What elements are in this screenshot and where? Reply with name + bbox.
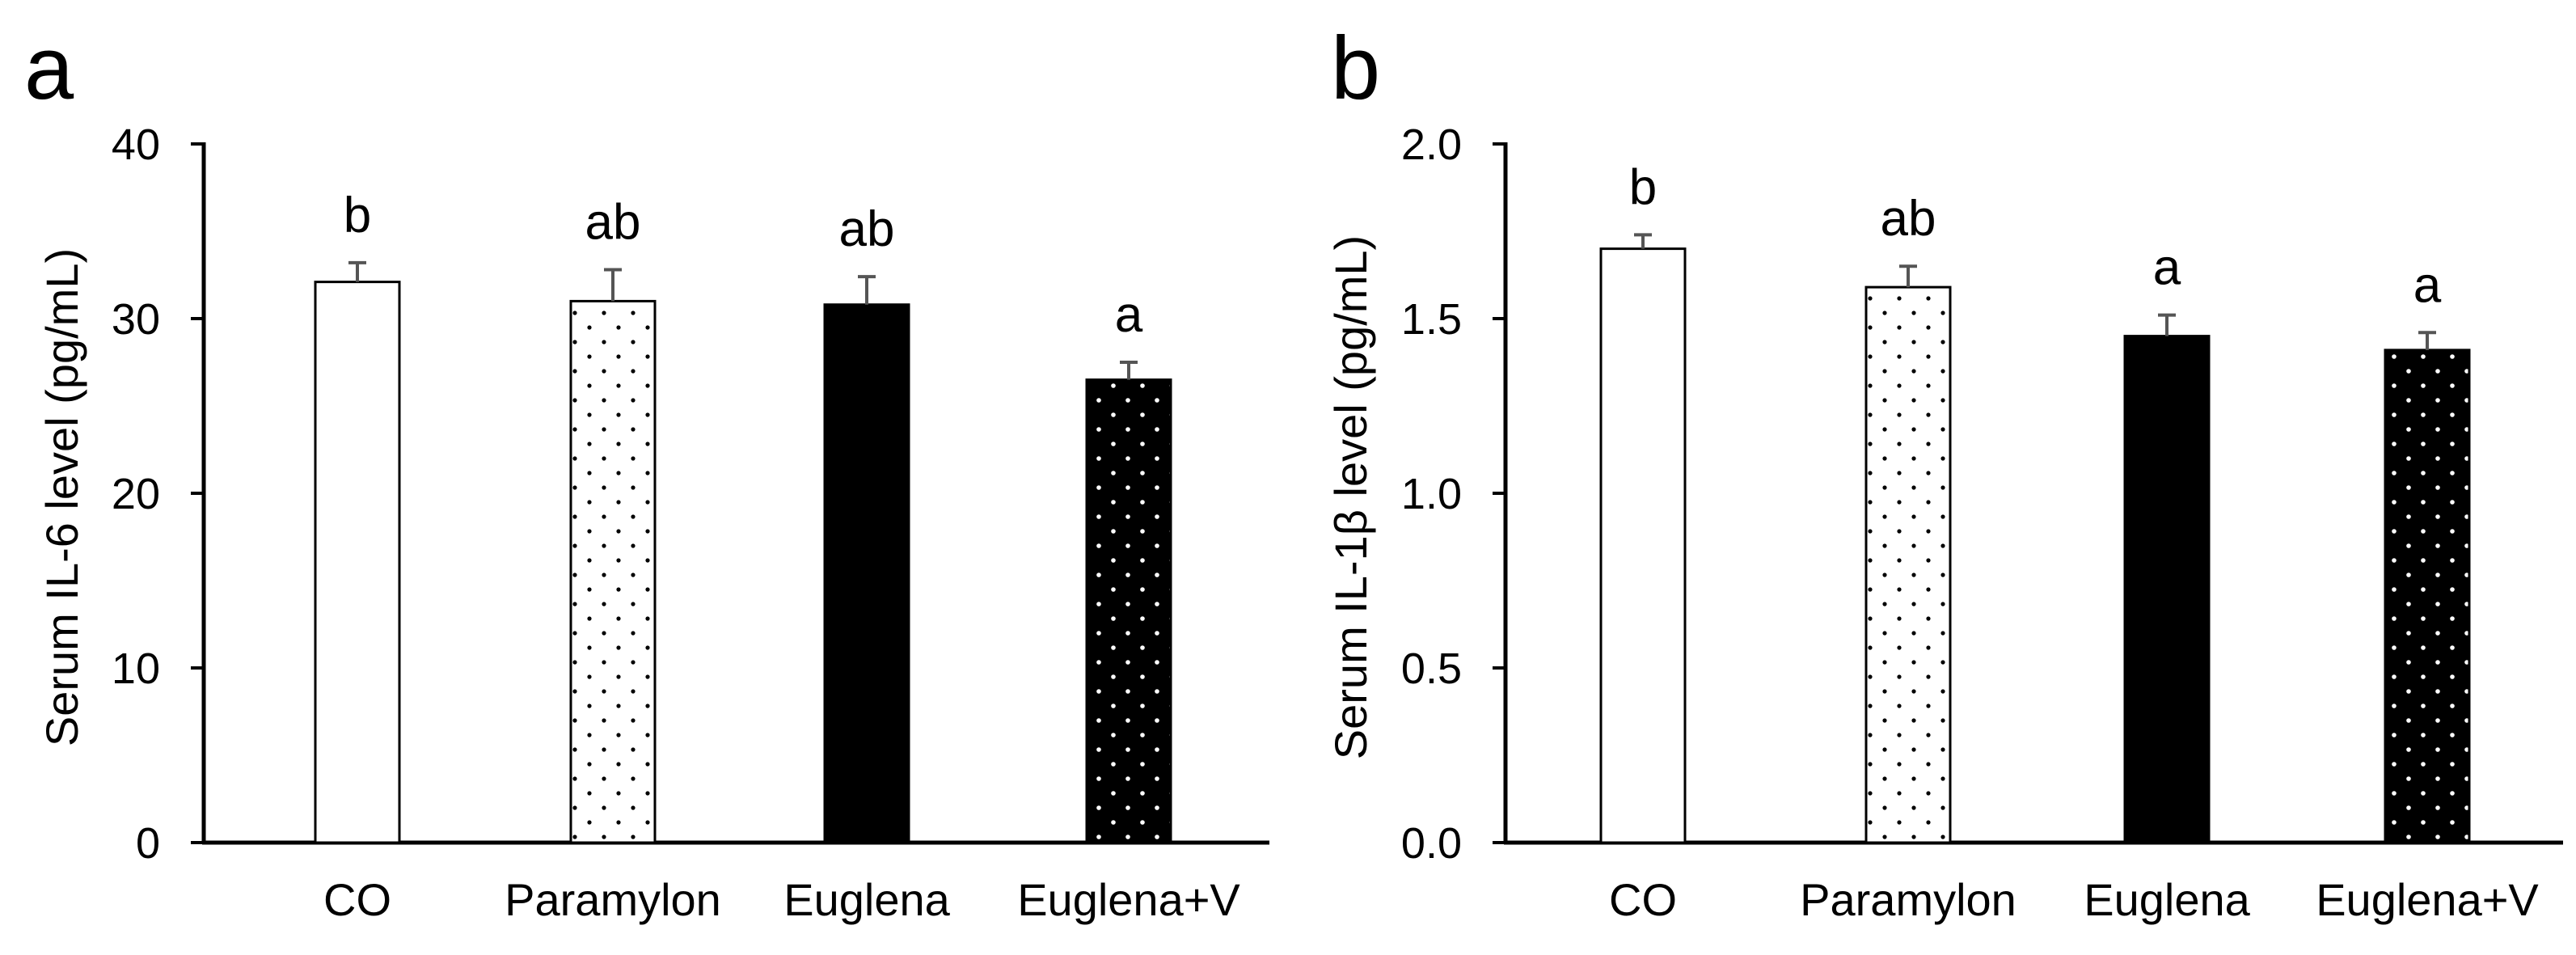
panel-a-letter: a [24,19,74,118]
panel-a-bar-euglena-v [1085,378,1172,844]
panel-a-category-euglena: Euglena [783,874,950,925]
panel-b-ytick-label: 0.0 [1401,819,1462,868]
panel-b-errorbar-euglena-v [2418,331,2436,350]
panel-b-letter: b [1331,19,1380,118]
panel-b-category-euglena: Euglena [2084,874,2250,925]
panel-b: b Serum IL-1β level (pg/mL) 0.0 0.5 1.0 1.5… [1325,19,2563,925]
panel-b-errorbar-paramylon [1899,264,1917,288]
panel-b-ytick-label: 2.0 [1401,120,1462,169]
panel-b-bar-euglena-v [2384,349,2471,844]
panel-a-bar-euglena [823,303,910,844]
panel-a-yticks: 0 10 20 30 40 [112,120,204,868]
panel-b-significance: b ab a a [1629,159,2442,313]
panel-b-categories: CO Paramylon Euglena Euglena+V [1609,874,2539,925]
panel-a-sig-euglena-v: a [1115,287,1143,343]
panel-a-ytick-label: 10 [112,644,160,693]
panel-a-significance: b ab ab a [344,188,1143,343]
panel-a-errorbar-euglena-v [1120,361,1138,380]
panel-a-ylabel: Serum IL-6 level (pg/mL) [36,248,87,746]
panel-b-ytick-label: 1.0 [1401,470,1462,518]
panel-a-bar-co [314,281,401,844]
panel-b-bar-paramylon [1864,285,1952,844]
panel-a-errorbar-euglena [858,275,876,305]
panel-b-ylabel: Serum IL-1β level (pg/mL) [1325,235,1376,759]
panel-b-yticks: 0.0 0.5 1.0 1.5 2.0 [1401,120,1505,868]
panel-a-category-co: CO [323,874,391,925]
panel-b-errorbar-euglena [2158,313,2176,336]
panel-a-errorbar-paramylon [604,268,622,302]
panel-b-category-euglena-v: Euglena+V [2316,874,2539,925]
panel-b-bar-euglena [2123,335,2211,844]
panel-a-ytick-label: 30 [112,295,160,344]
panel-b-ytick-label: 1.5 [1401,295,1462,344]
panel-b-ytick-label: 0.5 [1401,644,1462,693]
panel-b-category-co: CO [1609,874,1677,925]
panel-b-errorbars [1634,233,2436,350]
panel-b-sig-euglena-v: a [2413,257,2442,313]
panel-a-sig-paramylon: ab [585,195,641,251]
panel-b-bar-co [1599,247,1687,844]
panel-b-bars [1599,247,2471,844]
panel-b-sig-paramylon: ab [1881,191,1936,247]
panel-b-sig-euglena: a [2153,240,2181,296]
panel-b-category-paramylon: Paramylon [1800,874,2016,925]
panel-a-sig-euglena: ab [839,201,895,257]
panel-a-bar-paramylon [569,299,657,844]
panel-a-ytick-label: 20 [112,470,160,518]
panel-b-errorbar-co [1634,233,1652,249]
panel-a-bars [314,281,1172,844]
panel-a-categories: CO Paramylon Euglena Euglena+V [323,874,1240,925]
panel-a-category-euglena-v: Euglena+V [1017,874,1240,925]
panel-b-sig-co: b [1629,159,1657,215]
panel-a-ytick-label: 0 [136,819,160,868]
panel-a-ytick-label: 40 [112,120,160,169]
panel-a-category-paramylon: Paramylon [505,874,721,925]
panel-a-errorbar-co [348,260,366,282]
panel-a-errorbars [348,260,1138,380]
panel-a-sig-co: b [344,188,371,243]
